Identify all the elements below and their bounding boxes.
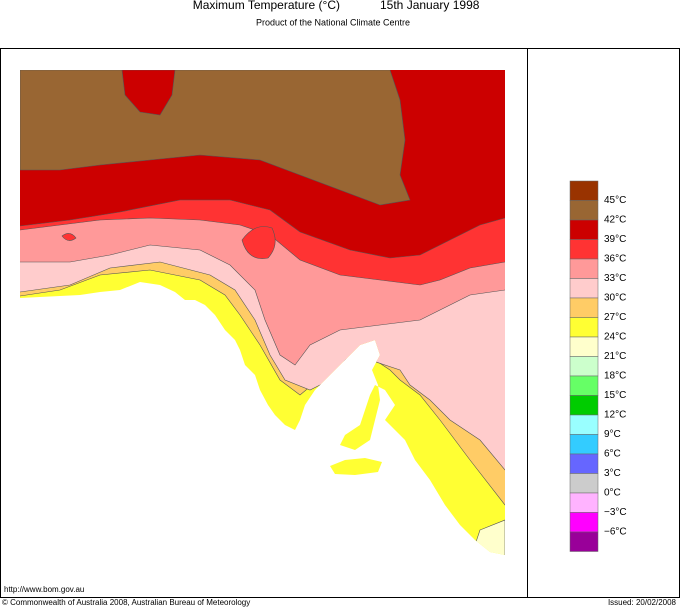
legend-label: 24°C	[604, 332, 626, 343]
legend-swatch	[569, 453, 599, 474]
legend-swatch	[569, 297, 599, 318]
band-42	[20, 70, 411, 206]
issued-date: Issued: 20/02/2008	[608, 598, 677, 607]
legend-swatch	[569, 434, 599, 455]
legend-swatch	[569, 200, 599, 221]
legend-swatch	[569, 492, 599, 513]
source-url: http://www.bom.gov.au	[4, 585, 84, 594]
legend-swatch	[569, 336, 599, 357]
map-date: 15th January 1998	[380, 0, 480, 12]
legend-swatch	[569, 414, 599, 435]
legend-swatch	[569, 239, 599, 260]
legend-swatch	[569, 531, 599, 552]
legend-label: 42°C	[604, 215, 626, 226]
legend: 45°C 42°C 39°C 36°C 33°C 30°C 27°C 24°C 21°C 18°C…	[569, 180, 627, 552]
legend-label: 21°C	[604, 351, 626, 362]
legend-swatch	[569, 395, 599, 416]
legend-swatch	[569, 258, 599, 279]
band-36-patch	[61, 226, 276, 259]
legend-swatch	[569, 375, 599, 396]
legend-swatch	[569, 512, 599, 533]
legend-label: 9°C	[604, 429, 621, 440]
legend-label: 15°C	[604, 390, 626, 401]
legend-swatch	[569, 278, 599, 299]
legend-label: 45°C	[604, 195, 626, 206]
map-title: Maximum Temperature (°C)	[193, 0, 340, 12]
legend-label: −3°C	[604, 507, 627, 518]
legend-label: 18°C	[604, 371, 626, 382]
legend-label: 36°C	[604, 254, 626, 265]
legend-swatch	[569, 219, 599, 240]
map-subtitle: Product of the National Climate Centre	[256, 17, 410, 27]
legend-label: 3°C	[604, 468, 621, 479]
legend-label: 33°C	[604, 273, 626, 284]
legend-label: 39°C	[604, 234, 626, 245]
legend-swatch	[569, 473, 599, 494]
legend-swatch	[569, 317, 599, 338]
copyright: © Commonwealth of Australia 2008, Austra…	[2, 598, 250, 607]
band-39-patch	[121, 70, 176, 116]
legend-swatch	[569, 356, 599, 377]
legend-swatch	[569, 180, 599, 201]
legend-label: 12°C	[604, 410, 626, 421]
legend-label: 30°C	[604, 293, 626, 304]
legend-label: 0°C	[604, 488, 621, 499]
legend-label: 27°C	[604, 312, 626, 323]
legend-label: 6°C	[604, 449, 621, 460]
legend-label: −6°C	[604, 527, 627, 538]
